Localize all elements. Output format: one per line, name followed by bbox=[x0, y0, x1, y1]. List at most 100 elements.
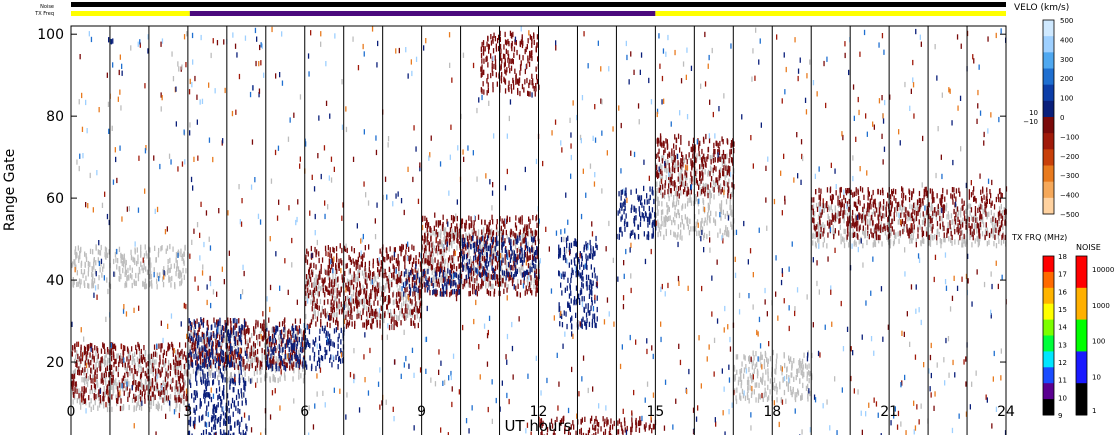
data-cell bbox=[373, 271, 375, 277]
data-cell bbox=[230, 376, 233, 382]
data-cell bbox=[206, 350, 209, 356]
data-cell bbox=[889, 239, 892, 245]
data-cell bbox=[408, 258, 411, 265]
data-cell bbox=[280, 359, 282, 365]
data-cell bbox=[660, 135, 662, 141]
data-cell bbox=[284, 332, 286, 338]
data-cell bbox=[670, 180, 672, 186]
data-cell bbox=[172, 246, 174, 252]
data-cell bbox=[767, 384, 769, 391]
data-cell bbox=[688, 140, 690, 147]
data-cell bbox=[249, 363, 251, 369]
data-cell bbox=[797, 390, 800, 396]
data-cell bbox=[291, 363, 293, 370]
data-cell bbox=[389, 257, 392, 264]
data-cell bbox=[387, 299, 390, 305]
data-cell bbox=[682, 155, 684, 161]
data-cell bbox=[934, 234, 936, 240]
data-cell bbox=[637, 420, 640, 426]
data-cell bbox=[579, 429, 581, 435]
data-cell bbox=[708, 230, 711, 237]
data-cell bbox=[658, 227, 660, 233]
data-cell bbox=[213, 317, 215, 323]
data-cell bbox=[395, 258, 397, 264]
data-cell bbox=[739, 369, 741, 375]
data-cell bbox=[386, 304, 388, 310]
data-cell bbox=[316, 316, 319, 322]
data-cell bbox=[444, 239, 446, 245]
data-cell bbox=[329, 302, 332, 308]
data-cell bbox=[659, 181, 661, 187]
data-cell bbox=[606, 421, 608, 427]
data-cell bbox=[790, 372, 792, 378]
data-cell bbox=[124, 362, 126, 368]
data-cell bbox=[92, 374, 94, 380]
data-cell bbox=[399, 278, 401, 284]
data-cell bbox=[167, 373, 169, 379]
data-cell bbox=[333, 247, 335, 254]
data-cell bbox=[142, 386, 145, 392]
data-cell bbox=[90, 368, 92, 374]
data-cell bbox=[421, 235, 424, 241]
data-cell bbox=[727, 193, 729, 199]
data-cell bbox=[315, 321, 317, 327]
data-cell bbox=[707, 202, 709, 208]
data-cell bbox=[202, 346, 205, 352]
data-cell bbox=[448, 276, 450, 282]
data-cell bbox=[419, 302, 421, 308]
data-cell bbox=[214, 334, 216, 341]
data-cell bbox=[465, 245, 467, 251]
data-cell bbox=[368, 260, 371, 267]
data-cell bbox=[350, 259, 352, 265]
data-cell bbox=[420, 300, 422, 306]
data-cell bbox=[147, 354, 149, 360]
data-cell bbox=[125, 269, 127, 275]
data-cell bbox=[177, 354, 179, 360]
data-cell bbox=[260, 377, 262, 383]
data-cell bbox=[484, 241, 486, 247]
data-cell bbox=[168, 345, 170, 351]
data-cell bbox=[414, 314, 416, 320]
data-cell bbox=[376, 281, 378, 287]
data-cell bbox=[142, 281, 144, 287]
data-cell bbox=[331, 302, 333, 308]
data-cell bbox=[83, 370, 85, 376]
data-cell bbox=[786, 366, 788, 372]
data-cell bbox=[878, 238, 880, 244]
data-cell bbox=[812, 233, 814, 239]
data-cell bbox=[106, 365, 108, 371]
data-cell bbox=[158, 343, 160, 349]
data-cell bbox=[355, 274, 357, 280]
data-cell bbox=[735, 398, 738, 405]
data-cell bbox=[108, 249, 110, 255]
data-cell bbox=[231, 332, 233, 338]
data-cell bbox=[331, 279, 333, 285]
data-cell bbox=[730, 210, 732, 216]
data-cell bbox=[129, 365, 131, 371]
data-cell bbox=[135, 280, 137, 286]
data-cell bbox=[329, 267, 332, 274]
data-cell bbox=[523, 228, 525, 234]
data-cell bbox=[847, 205, 849, 211]
data-cell bbox=[699, 154, 701, 161]
data-cell bbox=[177, 375, 180, 382]
data-cell bbox=[503, 220, 505, 226]
data-cell bbox=[957, 239, 960, 245]
data-cell bbox=[691, 163, 693, 169]
data-cell bbox=[363, 322, 366, 328]
data-cell bbox=[372, 282, 375, 288]
data-cell bbox=[231, 361, 234, 367]
data-cell bbox=[332, 278, 334, 285]
data-cell bbox=[731, 142, 733, 148]
data-cell bbox=[688, 230, 691, 236]
data-cell bbox=[250, 356, 252, 362]
data-cell bbox=[732, 191, 734, 197]
data-cell bbox=[351, 274, 353, 280]
data-cell bbox=[704, 191, 706, 197]
data-cell bbox=[246, 354, 249, 360]
data-cell bbox=[99, 250, 102, 256]
data-cell bbox=[111, 371, 113, 377]
data-cell bbox=[468, 246, 470, 252]
data-cell bbox=[201, 362, 203, 368]
data-cell bbox=[495, 232, 498, 238]
